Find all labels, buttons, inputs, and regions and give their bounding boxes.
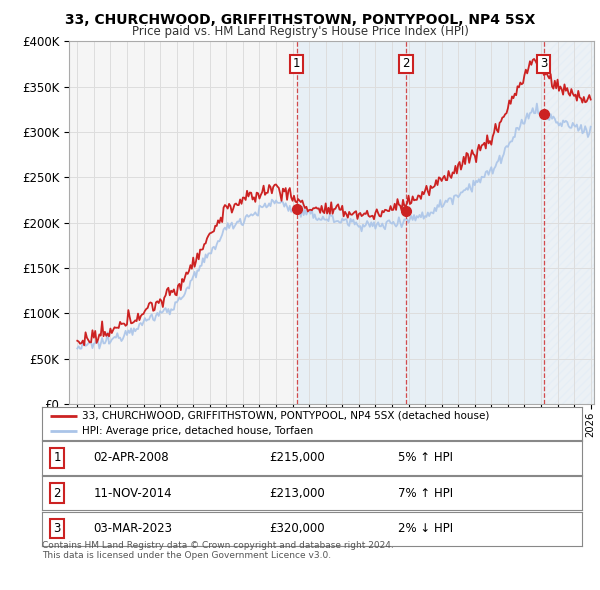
Text: £320,000: £320,000	[269, 522, 325, 535]
Text: 2: 2	[53, 487, 61, 500]
Text: 5% ↑ HPI: 5% ↑ HPI	[398, 451, 454, 464]
Text: 33, CHURCHWOOD, GRIFFITHSTOWN, PONTYPOOL, NP4 5SX (detached house): 33, CHURCHWOOD, GRIFFITHSTOWN, PONTYPOOL…	[83, 411, 490, 421]
Text: 02-APR-2008: 02-APR-2008	[94, 451, 169, 464]
Bar	[297, 41, 406, 404]
Text: 33, CHURCHWOOD, GRIFFITHSTOWN, PONTYPOOL, NP4 5SX: 33, CHURCHWOOD, GRIFFITHSTOWN, PONTYPOOL…	[65, 13, 535, 27]
Text: £215,000: £215,000	[269, 451, 325, 464]
Text: 3: 3	[53, 522, 61, 535]
Text: 11-NOV-2014: 11-NOV-2014	[94, 487, 172, 500]
Text: 3: 3	[540, 57, 548, 70]
Text: Price paid vs. HM Land Registry's House Price Index (HPI): Price paid vs. HM Land Registry's House …	[131, 25, 469, 38]
Bar	[544, 41, 594, 404]
Bar	[406, 41, 544, 404]
Text: 1: 1	[293, 57, 301, 70]
Text: 7% ↑ HPI: 7% ↑ HPI	[398, 487, 454, 500]
Text: HPI: Average price, detached house, Torfaen: HPI: Average price, detached house, Torf…	[83, 426, 314, 436]
Text: Contains HM Land Registry data © Crown copyright and database right 2024.: Contains HM Land Registry data © Crown c…	[42, 541, 394, 550]
Text: £213,000: £213,000	[269, 487, 325, 500]
Text: This data is licensed under the Open Government Licence v3.0.: This data is licensed under the Open Gov…	[42, 552, 331, 560]
Text: 2: 2	[402, 57, 410, 70]
Text: 1: 1	[53, 451, 61, 464]
Text: 03-MAR-2023: 03-MAR-2023	[94, 522, 172, 535]
Text: 2% ↓ HPI: 2% ↓ HPI	[398, 522, 454, 535]
